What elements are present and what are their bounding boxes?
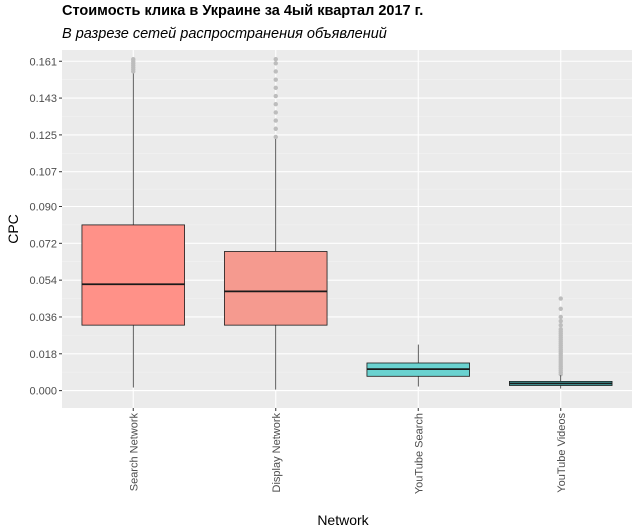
outlier-point — [558, 322, 563, 328]
y-tick-label: 0.090 — [29, 201, 57, 213]
x-axis-title: Network — [317, 512, 369, 528]
y-tick-label: 0.107 — [29, 167, 57, 179]
x-tick-label: YouTube Search — [413, 413, 425, 494]
outlier-point — [273, 69, 278, 74]
y-axis-title: CPC — [5, 214, 21, 244]
outlier-point — [558, 296, 563, 301]
outlier-point — [273, 118, 278, 123]
outlier-point — [273, 61, 278, 66]
y-tick-label: 0.054 — [29, 275, 57, 287]
chart-subtitle: В разрезе сетей распространения объявлен… — [62, 26, 387, 42]
outlier-point — [273, 102, 278, 107]
box-youtube-videos — [509, 296, 613, 389]
chart-title: Стоимость клика в Украине за 4ый квартал… — [62, 3, 424, 19]
y-tick-label: 0.000 — [29, 386, 57, 398]
x-tick-label: YouTube Videos — [556, 413, 568, 493]
outlier-point — [273, 93, 278, 99]
outlier-point — [273, 134, 278, 140]
x-tick-label: Display Network — [271, 413, 283, 493]
y-tick-label: 0.018 — [29, 349, 57, 361]
x-tick-label: Search Network — [128, 413, 140, 492]
box-iqr — [224, 251, 328, 326]
x-axis: Search Network Display Network YouTube Sea… — [128, 408, 568, 494]
outlier-point — [273, 77, 278, 82]
outlier-point — [558, 327, 563, 332]
box-iqr — [81, 224, 185, 326]
outlier-point — [558, 306, 563, 311]
outlier-point — [273, 85, 278, 91]
box-youtube-search — [366, 344, 470, 387]
outlier-point — [558, 318, 563, 324]
outlier-point — [273, 57, 278, 62]
y-tick-label: 0.125 — [29, 130, 57, 142]
boxes-layer — [81, 57, 613, 390]
outlier-point — [131, 57, 136, 62]
box-search-network — [81, 57, 185, 388]
box-display-network — [224, 57, 328, 390]
y-tick-label: 0.161 — [29, 56, 57, 68]
outlier-point — [273, 126, 278, 131]
y-tick-label: 0.036 — [29, 312, 57, 324]
y-tick-label: 0.072 — [29, 238, 57, 250]
y-tick-label: 0.143 — [29, 93, 57, 105]
outlier-point — [273, 110, 278, 115]
y-axis: 0.000 0.018 0.036 0.054 0.072 0.090 0.107 0.125… — [29, 56, 62, 398]
outlier-point — [558, 314, 563, 320]
